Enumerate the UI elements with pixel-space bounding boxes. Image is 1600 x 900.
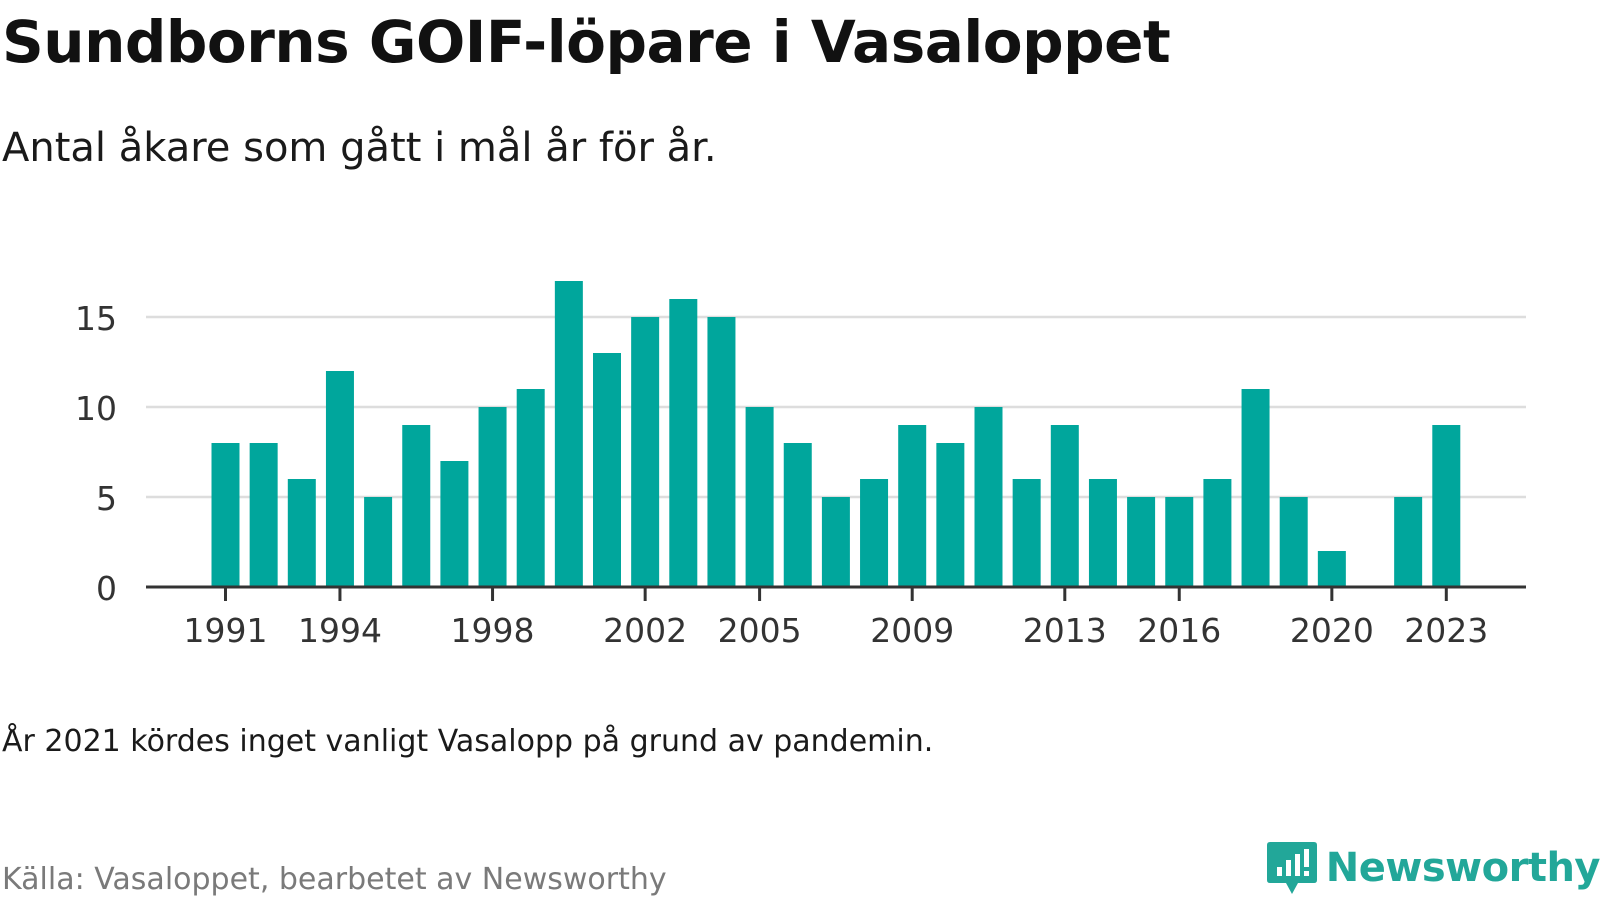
x-tick-label: 2016	[1137, 611, 1221, 650]
bar	[936, 443, 965, 587]
bar	[554, 281, 583, 587]
x-tick-label: 2005	[718, 611, 802, 650]
x-tick-label: 1998	[451, 611, 535, 650]
chart-subtitle: Antal åkare som gått i mål år för år.	[2, 125, 717, 171]
bar	[478, 407, 507, 587]
bar	[364, 497, 393, 587]
bar	[1432, 425, 1461, 587]
bar	[211, 443, 240, 587]
chart-title: Sundborns GOIF-löpare i Vasaloppet	[2, 8, 1171, 76]
bar	[1088, 479, 1117, 587]
brand-logo: Newsworthy	[1266, 840, 1600, 896]
y-tick-label: 15	[75, 299, 117, 338]
bar	[516, 389, 545, 587]
bar	[860, 479, 889, 587]
bar	[1050, 425, 1079, 587]
bar	[249, 443, 278, 587]
bar-chart: 0 5 10 15 1991 1994 1998 2002 2005 2009 2013 2016 20…	[75, 281, 1526, 650]
bar	[745, 407, 774, 587]
x-tick-label: 2023	[1404, 611, 1488, 650]
tick-labels: 0 5 10 15 1991 1994 1998 2002 2005 2009 2013 2016 20…	[75, 299, 1488, 650]
bar	[325, 371, 354, 587]
axes	[146, 585, 1526, 601]
bar	[707, 317, 736, 587]
bar	[1127, 497, 1156, 587]
y-tick-label: 5	[96, 479, 117, 518]
x-tick-label: 2020	[1290, 611, 1374, 650]
bar	[821, 497, 850, 587]
bar-chart-speech-bubble-icon	[1266, 842, 1317, 894]
bar	[631, 317, 660, 587]
bar	[1203, 479, 1232, 587]
brand-name: Newsworthy	[1325, 845, 1600, 891]
bars	[211, 281, 1461, 587]
bar	[783, 443, 812, 587]
chart-note: År 2021 kördes inget vanligt Vasalopp på…	[2, 724, 934, 759]
bar	[402, 425, 431, 587]
bar	[1394, 497, 1423, 587]
x-tick-label: 2002	[603, 611, 687, 650]
bar	[1012, 479, 1041, 587]
bar	[593, 353, 621, 587]
source-credit: Källa: Vasaloppet, bearbetet av Newswort…	[2, 862, 667, 897]
bar	[669, 299, 698, 587]
bar	[1241, 389, 1270, 587]
bar	[974, 407, 1003, 587]
y-tick-label: 0	[96, 569, 117, 608]
bar	[898, 425, 927, 587]
x-tick-label: 1991	[184, 611, 268, 650]
y-tick-label: 10	[75, 389, 117, 428]
bar	[440, 461, 469, 587]
x-tick-label: 2009	[870, 611, 954, 650]
bar	[1317, 551, 1346, 587]
bar	[287, 479, 316, 587]
bar	[1165, 497, 1194, 587]
x-tick-label: 1994	[298, 611, 382, 650]
x-tick-label: 2013	[1023, 611, 1107, 650]
bar	[1279, 497, 1308, 587]
